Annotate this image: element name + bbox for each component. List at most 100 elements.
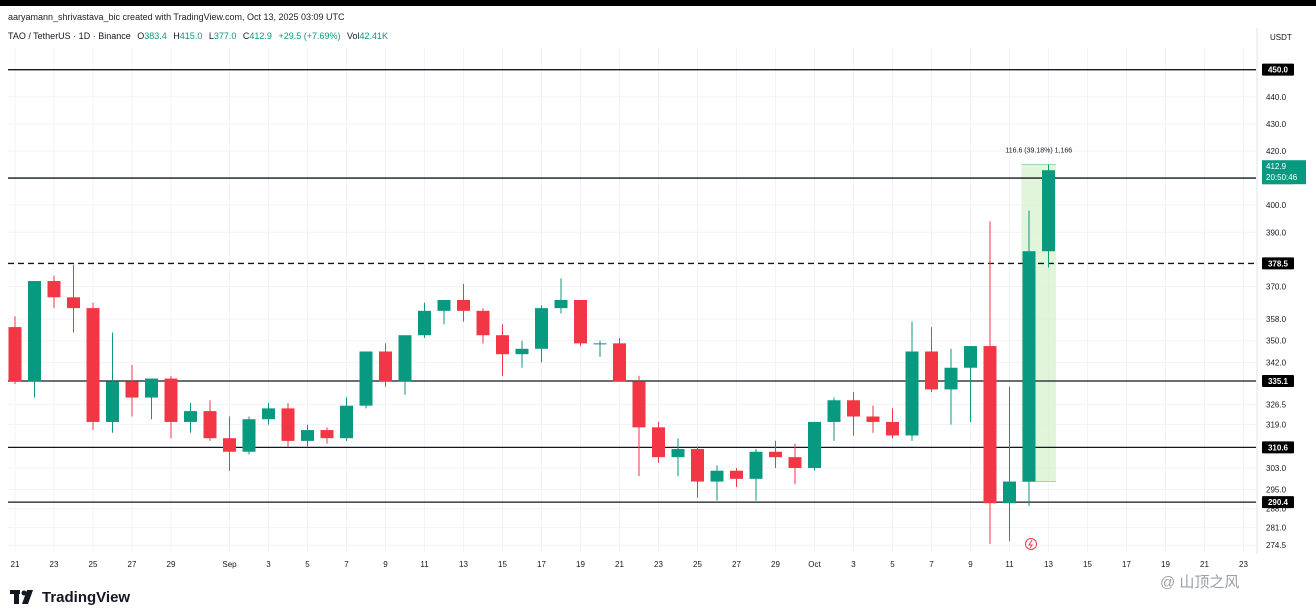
candle-body — [808, 421, 821, 468]
x-tick-label: 7 — [929, 560, 934, 569]
candle-body — [788, 457, 802, 468]
last-price-countdown: 20:50:46 — [1266, 173, 1298, 182]
low-label: L — [208, 31, 214, 41]
symbol-legend: TAO / TetherUS · 1D · Binance O383.4 H41… — [8, 31, 388, 41]
candle-body — [476, 310, 490, 336]
candle-body — [418, 310, 431, 336]
candle-body — [652, 427, 665, 458]
level-label-bg — [1262, 496, 1294, 509]
tradingview-logo[interactable]: TradingView — [10, 587, 130, 607]
candle-body — [1022, 251, 1036, 482]
candle-body — [749, 451, 763, 479]
y-tick-label: 303.0 — [1266, 464, 1287, 473]
range-measure-label: 116.6 (39.18%) 1,166 — [1005, 148, 1072, 155]
candle-body — [554, 300, 568, 309]
candle-body — [827, 400, 841, 422]
high-label: H — [173, 31, 180, 41]
y-tick-label: 430.0 — [1266, 120, 1287, 129]
y-tick-label: 400.0 — [1266, 201, 1287, 210]
candle-body — [398, 335, 412, 382]
x-tick-label: 21 — [1200, 560, 1209, 569]
level-label: 335.1 — [1268, 377, 1289, 386]
x-tick-label: 7 — [344, 560, 349, 569]
candle-body — [1003, 481, 1016, 504]
level-label-bg — [1262, 375, 1294, 388]
candle-body — [671, 449, 685, 458]
candle-body — [184, 411, 197, 422]
level-label-bg — [1262, 441, 1294, 454]
candle-body — [145, 378, 158, 398]
candle-body — [8, 327, 22, 382]
candle-body — [340, 405, 353, 439]
y-tick-label: 319.0 — [1266, 421, 1287, 430]
candle-body — [730, 470, 743, 479]
chart-credit: aaryamann_shrivastava_bic created with T… — [8, 12, 345, 22]
candle-body — [613, 343, 626, 382]
x-tick-label: 19 — [576, 560, 585, 569]
candle-body — [593, 343, 607, 345]
x-tick-label: Sep — [222, 560, 237, 569]
x-tick-label: 25 — [89, 560, 98, 569]
y-tick-label: 440.0 — [1266, 93, 1287, 102]
x-tick-label: 5 — [890, 560, 895, 569]
level-label: 450.0 — [1268, 66, 1289, 75]
candle-body — [515, 348, 529, 355]
candle-body — [710, 470, 724, 482]
x-tick-label: 29 — [167, 560, 176, 569]
candle-body — [691, 449, 704, 482]
y-tick-label: 326.5 — [1266, 400, 1287, 409]
candle-body — [437, 300, 451, 311]
candle-body — [281, 408, 295, 441]
candle-body — [925, 351, 938, 390]
y-tick-label: 288.0 — [1266, 505, 1287, 514]
x-tick-label: 11 — [1005, 560, 1014, 569]
candle-body — [847, 400, 860, 417]
x-tick-label: 23 — [50, 560, 59, 569]
candle-body — [457, 300, 470, 311]
candle-body — [301, 430, 314, 441]
candle-body — [28, 281, 41, 382]
x-tick-label: 27 — [732, 560, 741, 569]
close-label: C — [242, 31, 250, 41]
candle-body — [944, 367, 958, 390]
top-bar — [0, 0, 1316, 6]
level-label: 378.5 — [1268, 259, 1289, 268]
x-tick-label: 11 — [420, 560, 429, 569]
candle-body — [67, 297, 80, 309]
x-tick-label: 27 — [128, 560, 137, 569]
open-value: 383.4 — [144, 31, 167, 41]
last-price-label: 412.9 — [1266, 162, 1287, 171]
y-tick-label: 350.0 — [1266, 337, 1287, 346]
change-value: +29.5 (+7.69%) — [278, 31, 341, 41]
candle-body — [379, 351, 392, 382]
candle-body — [535, 308, 548, 349]
price-unit: USDT — [1270, 33, 1292, 42]
candle-body — [106, 381, 119, 422]
level-label: 290.4 — [1268, 498, 1289, 507]
x-tick-label: 23 — [1239, 560, 1248, 569]
x-tick-label: 9 — [968, 560, 973, 569]
x-tick-label: 5 — [305, 560, 310, 569]
x-tick-label: 29 — [771, 560, 780, 569]
candle-body — [866, 416, 880, 422]
x-tick-label: Oct — [808, 560, 821, 569]
x-tick-label: 15 — [498, 560, 507, 569]
y-tick-label: 420.0 — [1266, 147, 1287, 156]
y-tick-label: 342.0 — [1266, 358, 1287, 367]
y-tick-label: 358.0 — [1266, 315, 1287, 324]
high-value: 415.0 — [179, 31, 203, 41]
candle-body — [262, 408, 275, 420]
level-label-bg — [1262, 257, 1294, 270]
candle-body — [496, 335, 509, 355]
volume-value: 42.41K — [359, 31, 389, 41]
tradingview-logo-icon — [10, 590, 33, 604]
candle-body — [769, 451, 782, 458]
candle-body — [964, 346, 977, 368]
x-tick-label: 19 — [1161, 560, 1170, 569]
y-tick-label: 370.0 — [1266, 282, 1287, 291]
x-tick-label: 21 — [11, 560, 20, 569]
x-tick-label: 23 — [654, 560, 663, 569]
level-label: 310.6 — [1268, 443, 1289, 452]
event-marker-icon — [1025, 538, 1037, 550]
